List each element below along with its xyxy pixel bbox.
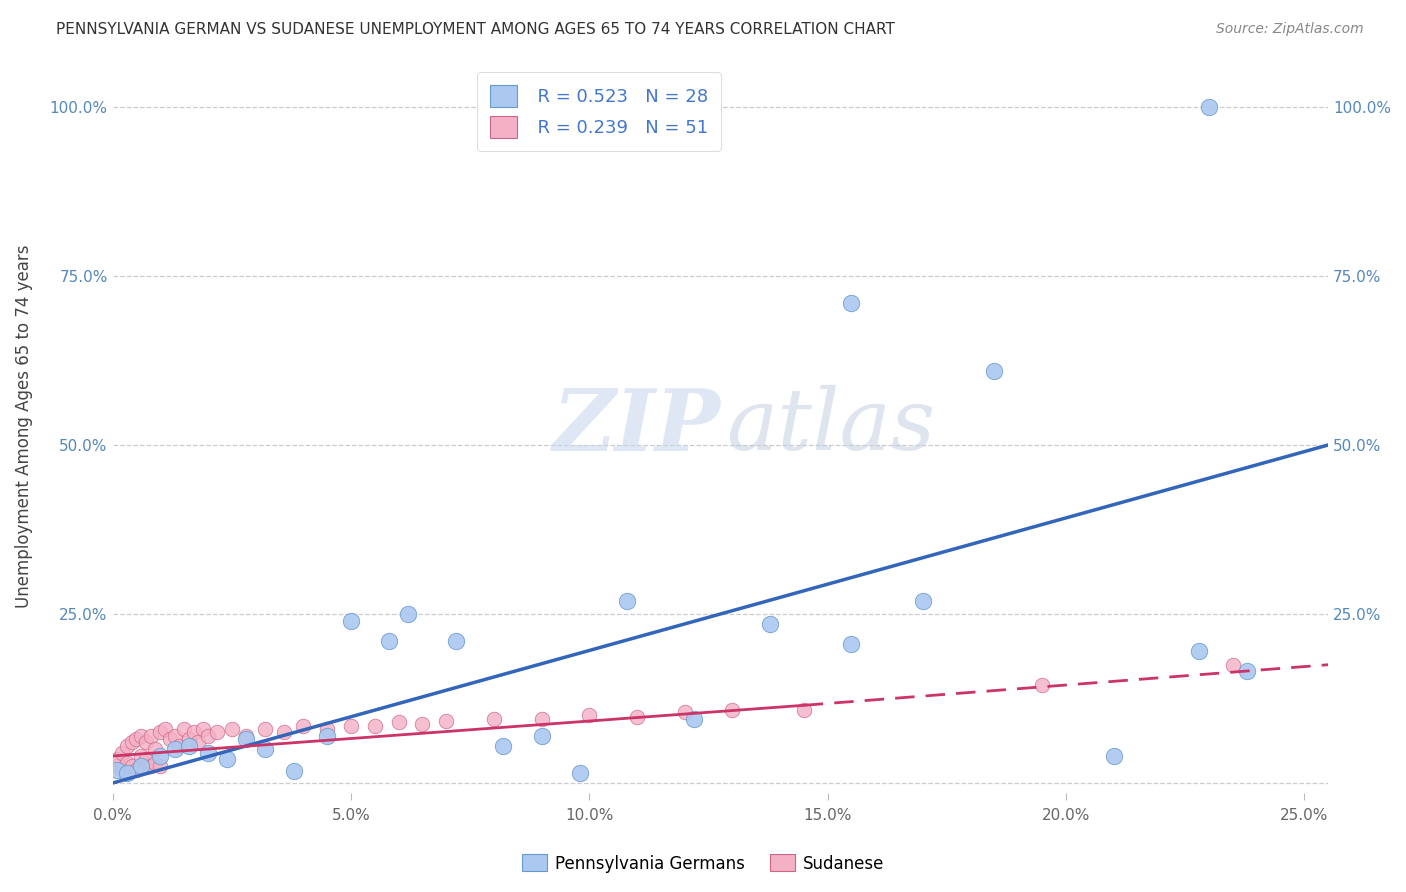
Point — [254, 722, 277, 736]
Point — [444, 634, 467, 648]
Point — [578, 708, 600, 723]
Point — [149, 725, 172, 739]
Point — [183, 725, 205, 739]
Point — [1031, 678, 1053, 692]
Point — [387, 715, 409, 730]
Point — [139, 759, 162, 773]
Point — [364, 718, 387, 732]
Point — [492, 739, 515, 753]
Text: PENNSYLVANIA GERMAN VS SUDANESE UNEMPLOYMENT AMONG AGES 65 TO 74 YEARS CORRELATI: PENNSYLVANIA GERMAN VS SUDANESE UNEMPLOY… — [56, 22, 896, 37]
Point — [197, 729, 219, 743]
Legend:   R = 0.523   N = 28,   R = 0.239   N = 51: R = 0.523 N = 28, R = 0.239 N = 51 — [477, 72, 720, 151]
Point — [121, 735, 143, 749]
Point — [135, 735, 157, 749]
Point — [911, 593, 934, 607]
Point — [215, 752, 238, 766]
Point — [273, 725, 295, 739]
Y-axis label: Unemployment Among Ages 65 to 74 years: Unemployment Among Ages 65 to 74 years — [15, 244, 32, 608]
Point — [139, 729, 162, 743]
Point — [316, 729, 339, 743]
Point — [115, 756, 138, 770]
Point — [683, 712, 706, 726]
Point — [177, 732, 200, 747]
Point — [1198, 100, 1220, 114]
Point — [1102, 749, 1125, 764]
Legend: Pennsylvania Germans, Sudanese: Pennsylvania Germans, Sudanese — [515, 847, 891, 880]
Point — [159, 732, 181, 747]
Point — [105, 759, 128, 773]
Point — [530, 712, 553, 726]
Point — [177, 739, 200, 753]
Point — [378, 634, 401, 648]
Point — [673, 705, 696, 719]
Point — [983, 363, 1005, 377]
Point — [482, 712, 505, 726]
Point — [221, 722, 243, 736]
Point — [169, 739, 191, 753]
Point — [530, 729, 553, 743]
Point — [1236, 665, 1258, 679]
Point — [129, 729, 152, 743]
Point — [616, 593, 638, 607]
Point — [121, 759, 143, 773]
Point — [149, 749, 172, 764]
Point — [153, 722, 176, 736]
Point — [283, 764, 305, 778]
Text: Source: ZipAtlas.com: Source: ZipAtlas.com — [1216, 22, 1364, 37]
Point — [125, 732, 148, 747]
Point — [1222, 657, 1244, 672]
Point — [115, 739, 138, 753]
Point — [129, 749, 152, 764]
Point — [235, 732, 257, 747]
Point — [163, 729, 186, 743]
Point — [149, 759, 172, 773]
Point — [340, 614, 363, 628]
Point — [105, 763, 128, 777]
Point — [207, 725, 229, 739]
Point — [115, 766, 138, 780]
Point — [254, 742, 277, 756]
Point — [125, 763, 148, 777]
Point — [173, 722, 195, 736]
Point — [197, 746, 219, 760]
Point — [191, 722, 214, 736]
Text: atlas: atlas — [727, 385, 935, 467]
Point — [841, 637, 863, 651]
Point — [105, 752, 128, 766]
Point — [235, 729, 257, 743]
Point — [434, 714, 457, 728]
Point — [163, 742, 186, 756]
Point — [340, 718, 363, 732]
Point — [316, 722, 339, 736]
Point — [145, 742, 167, 756]
Point — [292, 718, 315, 732]
Point — [111, 746, 134, 760]
Point — [759, 617, 782, 632]
Point — [145, 756, 167, 770]
Point — [841, 296, 863, 310]
Point — [411, 716, 433, 731]
Point — [129, 759, 152, 773]
Text: ZIP: ZIP — [553, 384, 720, 468]
Point — [721, 703, 744, 717]
Point — [626, 710, 648, 724]
Point — [396, 607, 419, 621]
Point — [135, 752, 157, 766]
Point — [111, 763, 134, 777]
Point — [568, 766, 591, 780]
Point — [793, 703, 815, 717]
Point — [1188, 644, 1211, 658]
Point — [187, 735, 209, 749]
